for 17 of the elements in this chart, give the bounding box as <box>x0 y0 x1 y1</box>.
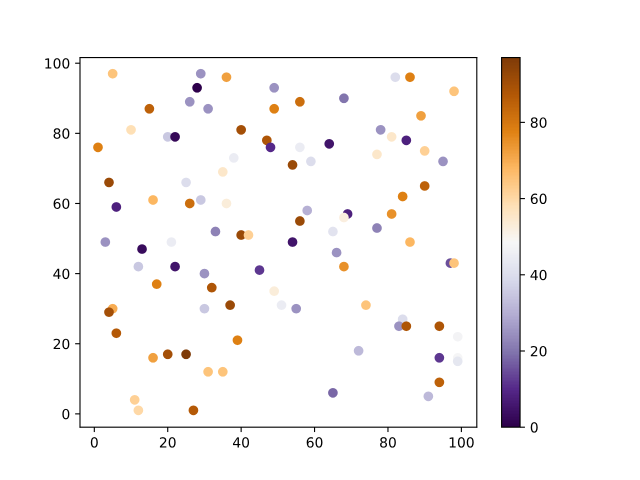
y-tick-label: 100 <box>45 58 70 69</box>
y-tick-label: 20 <box>54 338 70 350</box>
y-tick-label: 0 <box>62 408 70 420</box>
color-bar-label: 20 <box>530 346 547 356</box>
y-tick-label: 80 <box>54 128 70 139</box>
color-bar-label: 80 <box>530 117 547 128</box>
x-tick-label: 100 <box>450 437 474 448</box>
y-tick-label: 60 <box>54 198 70 209</box>
x-tick-label: 40 <box>232 437 250 448</box>
x-tick-label: 80 <box>380 437 396 448</box>
x-tick-label: 0 <box>90 437 98 448</box>
color-bar-label: 40 <box>530 270 547 280</box>
color-bar-label: 60 <box>530 194 547 204</box>
x-tick-label: 20 <box>160 437 176 448</box>
x-tick-label: 60 <box>306 437 322 448</box>
y-tick-label: 40 <box>53 268 70 280</box>
color-bar-label: 0 <box>530 422 538 433</box>
